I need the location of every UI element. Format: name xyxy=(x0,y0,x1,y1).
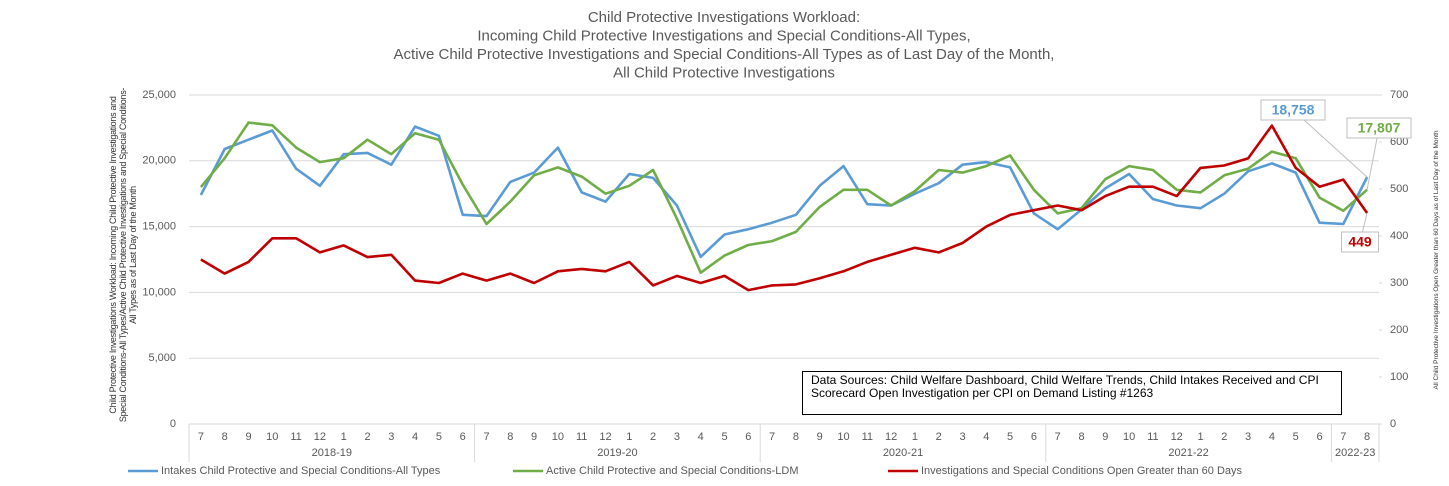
x-tick-label: 7 xyxy=(198,431,204,443)
x-tick-label: 12 xyxy=(599,431,611,443)
y-tick-label: 5,000 xyxy=(148,352,176,364)
data-label: 18,758 xyxy=(1272,102,1315,118)
x-tick-label: 8 xyxy=(222,431,228,443)
x-tick-label: 1 xyxy=(626,431,632,443)
legend-label: Investigations and Special Conditions Op… xyxy=(921,465,1243,477)
x-tick-label: 5 xyxy=(721,431,727,443)
y-tick-label: 20,000 xyxy=(142,155,176,167)
y-tick-label: 10,000 xyxy=(142,286,176,298)
x-tick-label: 8 xyxy=(507,431,513,443)
x-tick-label: 4 xyxy=(1269,431,1275,443)
x-tick-label: 8 xyxy=(1078,431,1084,443)
y2-tick-label: 400 xyxy=(1390,230,1408,242)
x-tick-label: 10 xyxy=(552,431,564,443)
x-tick-label: 9 xyxy=(531,431,537,443)
y-tick-label: 25,000 xyxy=(142,89,176,101)
x-tick-label: 11 xyxy=(290,431,301,443)
x-tick-label: 5 xyxy=(1293,431,1299,443)
x-tick-label: 1 xyxy=(1197,431,1203,443)
x-tick-label: 2 xyxy=(650,431,656,443)
x-tick-label: 10 xyxy=(837,431,849,443)
x-tick-label: 9 xyxy=(817,431,823,443)
data-label: 17,807 xyxy=(1358,120,1401,136)
category-group-label: 2021-22 xyxy=(1168,447,1208,459)
x-tick-label: 3 xyxy=(674,431,680,443)
annotation: Data Sources: Child Welfare Dashboard, C… xyxy=(802,371,1342,415)
data-label-box xyxy=(1260,99,1326,121)
y2-tick-label: 200 xyxy=(1390,324,1408,336)
y2-axis-label: All Child Protective Investigations Open… xyxy=(1433,130,1440,390)
x-tick-label: 7 xyxy=(769,431,775,443)
y2-tick-label: 500 xyxy=(1390,183,1408,195)
x-tick-label: 4 xyxy=(412,431,418,443)
x-tick-label: 1 xyxy=(341,431,347,443)
data-label: 449 xyxy=(1348,234,1372,250)
x-tick-label: 3 xyxy=(388,431,394,443)
x-tick-label: 1 xyxy=(912,431,918,443)
legend-label: Intakes Child Protective and Special Con… xyxy=(161,465,441,477)
chart-title: Active Child Protective Investigations a… xyxy=(394,46,1055,63)
x-tick-label: 12 xyxy=(314,431,326,443)
x-tick-label: 7 xyxy=(483,431,489,443)
category-group-label: 2019-20 xyxy=(597,447,637,459)
x-tick-label: 6 xyxy=(1031,431,1037,443)
x-tick-label: 2 xyxy=(1221,431,1227,443)
x-tick-label: 3 xyxy=(959,431,965,443)
x-tick-label: 10 xyxy=(266,431,278,443)
x-tick-label: 4 xyxy=(983,431,989,443)
x-tick-label: 8 xyxy=(1364,431,1370,443)
x-tick-label: 2 xyxy=(364,431,370,443)
x-tick-label: 5 xyxy=(1007,431,1013,443)
x-tick-label: 4 xyxy=(698,431,704,443)
x-tick-label: 7 xyxy=(1055,431,1061,443)
x-tick-label: 11 xyxy=(576,431,587,443)
x-tick-label: 6 xyxy=(745,431,751,443)
category-group-label: 2018-19 xyxy=(312,447,352,459)
line-series xyxy=(200,124,1369,292)
x-tick-label: 5 xyxy=(436,431,442,443)
y2-tick-label: 700 xyxy=(1390,89,1408,101)
x-tick-label: 6 xyxy=(1316,431,1322,443)
data-label-box xyxy=(1341,231,1379,253)
x-tick-label: 12 xyxy=(1171,431,1183,443)
x-tick-label: 3 xyxy=(1245,431,1251,443)
y-axis-label: Child Protective Investigations Workload… xyxy=(108,87,138,423)
x-tick-label: 2 xyxy=(936,431,942,443)
y-tick-label: 15,000 xyxy=(142,221,176,233)
x-tick-label: 12 xyxy=(885,431,897,443)
category-group-label: 2020-21 xyxy=(883,447,923,459)
x-tick-label: 7 xyxy=(1340,431,1346,443)
category-group-label: 2022-23 xyxy=(1335,447,1375,459)
chart-title: Incoming Child Protective Investigations… xyxy=(477,27,970,44)
y-tick-label: 0 xyxy=(170,418,176,430)
line-series xyxy=(199,121,1368,274)
x-tick-label: 11 xyxy=(862,431,873,443)
y2-tick-label: 300 xyxy=(1390,277,1408,289)
chart-title: Child Protective Investigations Workload… xyxy=(588,9,860,26)
x-tick-label: 6 xyxy=(460,431,466,443)
x-tick-label: 9 xyxy=(245,431,251,443)
x-tick-label: 11 xyxy=(1147,431,1158,443)
y2-tick-label: 100 xyxy=(1390,371,1408,383)
x-tick-label: 10 xyxy=(1123,431,1135,443)
y2-tick-label: 0 xyxy=(1390,418,1396,430)
line-series xyxy=(199,125,1369,259)
data-label-box xyxy=(1346,117,1412,139)
legend-label: Active Child Protective and Special Cond… xyxy=(546,465,799,477)
x-tick-label: 8 xyxy=(793,431,799,443)
label-leader xyxy=(1292,109,1368,178)
chart-title: All Child Protective Investigations xyxy=(613,64,835,81)
y2-tick-label: 600 xyxy=(1390,136,1408,148)
x-tick-label: 9 xyxy=(1102,431,1108,443)
